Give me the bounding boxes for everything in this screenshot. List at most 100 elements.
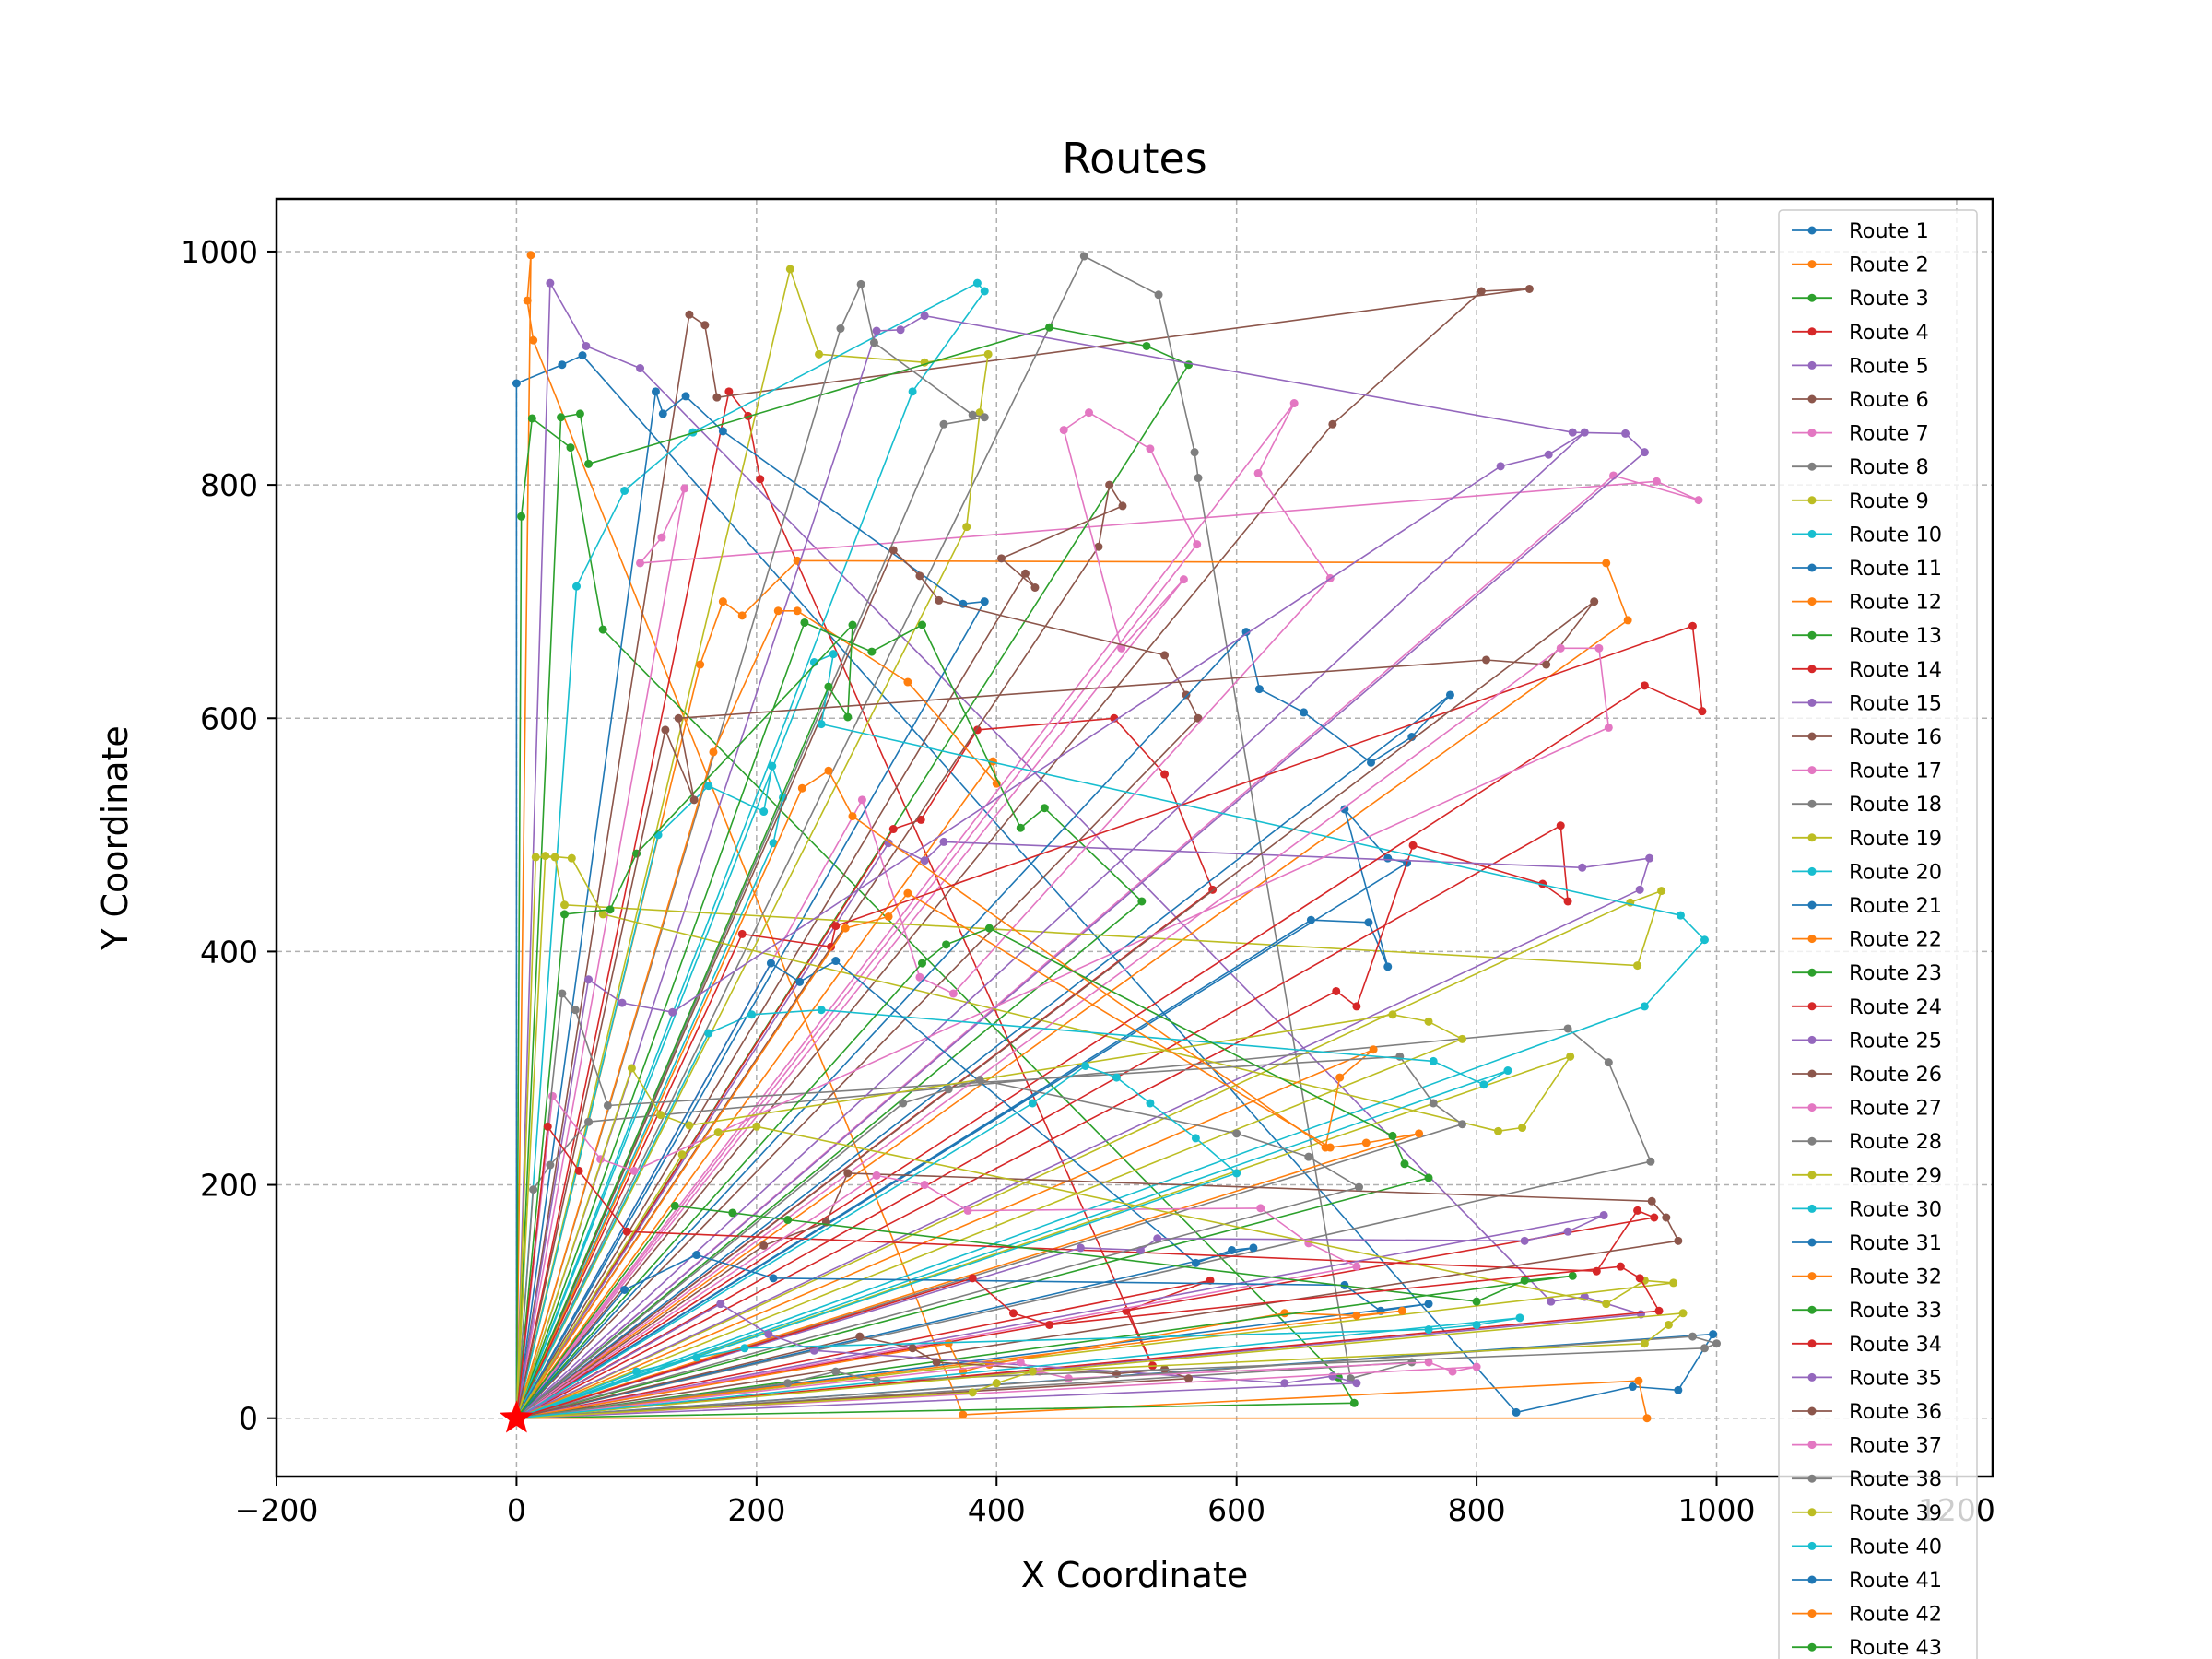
route-stop-point [1335,1073,1345,1082]
route-stop-point [677,1150,687,1159]
route-stop-point [1364,918,1373,927]
legend-item: Route 12 [1792,591,1942,615]
route-stop-point [942,940,951,949]
route-stop-point [869,338,878,347]
x-tick-label: 400 [968,1492,1026,1528]
route-stop-point [603,1100,612,1110]
legend-item: Route 16 [1792,725,1942,749]
route-stop-point [1256,1204,1265,1213]
route-stop-point [1621,429,1630,438]
route-stop-point [1388,1131,1397,1140]
route-stop-point [584,459,594,468]
route-stop-point [1094,542,1103,551]
legend-item: Route 18 [1792,793,1942,817]
route-stop-point [843,712,853,722]
route-stop-point [692,1353,701,1362]
route-line [515,1028,1652,1419]
x-axis-ticks: −200020040060080010001200 [235,1477,1995,1528]
y-tick-label: 0 [239,1401,258,1437]
legend-item: Route 31 [1792,1231,1942,1255]
legend-item: Route 30 [1792,1197,1942,1221]
route-stop-point [984,924,994,933]
route-stop-point [1142,341,1151,350]
route-stop-point [1503,1066,1512,1076]
legend-label: Route 10 [1849,523,1942,547]
route-stop-point [980,597,989,606]
legend-label: Route 8 [1849,455,1929,479]
legend-item: Route 43 [1792,1636,1942,1659]
legend-label: Route 31 [1849,1231,1942,1255]
route-stop-point [1647,1196,1656,1206]
route-stop-point [512,379,521,388]
route-stop-point [560,900,570,910]
route-stop-point [836,324,845,333]
route-stop-point [944,1339,953,1348]
route-stop-point [1194,713,1203,723]
route-stop-point [1191,1258,1200,1267]
legend-item: Route 37 [1792,1434,1942,1458]
legend-item: Route 10 [1792,523,1942,547]
route-stop-point [759,1241,769,1250]
route-stop-point [939,837,948,846]
route-line [515,624,853,1419]
route-line [515,854,1571,1419]
route-stop-point [1383,962,1393,971]
route-line [516,1302,1358,1419]
route-stop-point [1674,1236,1683,1245]
route-stop-point [1590,597,1599,606]
route-stop-point [1424,1325,1433,1335]
legend-swatch-marker [1807,529,1817,538]
route-line [515,431,1586,1419]
y-tick-label: 600 [200,700,258,736]
legend-item: Route 21 [1792,894,1942,918]
route-stop-point [1594,643,1604,653]
legend-swatch-marker [1807,1575,1817,1584]
route-stop-point [1429,1056,1438,1065]
legend-swatch-marker [1807,1103,1817,1112]
legend-label: Route 13 [1849,624,1942,648]
legend-swatch-marker [1807,900,1817,910]
route-stop-point [1700,935,1709,945]
legend-label: Route 9 [1849,489,1929,513]
route-stop-point [1512,1407,1521,1417]
route-stop-point [1079,252,1088,261]
route-stop-point [857,795,866,805]
legend-item: Route 35 [1792,1366,1942,1390]
x-tick-label: 600 [1207,1492,1265,1528]
legend-item: Route 22 [1792,928,1942,952]
route-stop-point [531,853,540,862]
legend-label: Route 5 [1849,354,1929,378]
route-line [515,1174,1358,1419]
route-line [515,1125,1675,1419]
route-stop-point [1599,1210,1608,1219]
route-stop-point [783,1379,793,1388]
legend-swatch-marker [1807,866,1817,876]
route-stop-point [856,279,865,288]
route-stop-point [1352,1379,1361,1388]
route-stop-point [704,1029,713,1038]
route-stop-point [968,1274,977,1283]
route-stop-point [959,1410,968,1419]
route-stop-point [980,413,989,422]
route-line [515,647,1610,1419]
route-stop-point [1623,616,1632,625]
route-stop-point [769,839,778,848]
route-stop-point [1424,1017,1433,1026]
legend-item: Route 41 [1792,1569,1942,1593]
legend-swatch-marker [1807,799,1817,808]
route-series [512,628,1454,1423]
route-stop-point [700,321,710,330]
route-stop-point [1538,879,1547,888]
legend-item: Route 29 [1792,1164,1942,1188]
route-line [515,549,1199,1419]
route-line [515,892,1420,1419]
route-stop-point [1472,1297,1481,1306]
route-stop-point [1232,1169,1241,1178]
route-line [516,1310,1404,1419]
x-tick-label: 200 [727,1492,785,1528]
route-stop-point [1232,1129,1241,1138]
route-stop-point [831,1367,841,1376]
route-stop-point [968,1388,977,1397]
route-stop-point [831,922,841,931]
route-stop-point [685,1121,694,1130]
